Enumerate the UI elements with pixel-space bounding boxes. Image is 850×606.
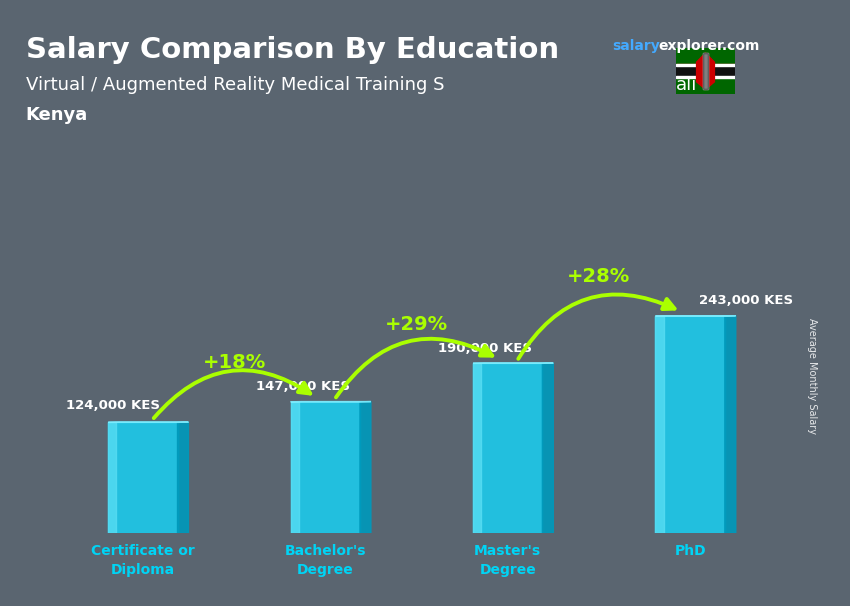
Bar — [676, 64, 735, 66]
Polygon shape — [542, 363, 553, 533]
Bar — [655, 316, 664, 533]
Bar — [655, 316, 725, 533]
Polygon shape — [725, 316, 736, 533]
Text: Kenya: Kenya — [26, 106, 88, 124]
Polygon shape — [697, 53, 714, 90]
Bar — [291, 402, 360, 533]
Text: explorer.com: explorer.com — [659, 39, 760, 53]
Text: 124,000 KES: 124,000 KES — [66, 399, 160, 411]
Text: 243,000 KES: 243,000 KES — [700, 295, 793, 307]
Polygon shape — [360, 402, 371, 533]
Polygon shape — [178, 422, 189, 533]
Bar — [108, 422, 178, 533]
Bar — [676, 64, 735, 79]
Text: +29%: +29% — [385, 315, 448, 334]
Bar — [473, 364, 542, 533]
Text: 190,000 KES: 190,000 KES — [439, 342, 532, 355]
Bar — [108, 422, 116, 533]
Polygon shape — [703, 53, 708, 90]
Text: 147,000 KES: 147,000 KES — [256, 380, 350, 393]
Text: Average Monthly Salary: Average Monthly Salary — [807, 318, 817, 434]
Bar — [676, 48, 735, 64]
Bar — [291, 402, 299, 533]
Text: Salary Comparison By Education: Salary Comparison By Education — [26, 36, 558, 64]
Text: Virtual / Augmented Reality Medical Training S: Virtual / Augmented Reality Medical Trai… — [26, 76, 444, 94]
Polygon shape — [703, 53, 708, 90]
Text: salary: salary — [612, 39, 660, 53]
Text: ali: ali — [676, 76, 697, 94]
Bar — [473, 364, 481, 533]
Text: +18%: +18% — [202, 353, 266, 372]
Text: +28%: +28% — [567, 267, 631, 287]
Bar — [676, 79, 735, 94]
Bar — [676, 66, 735, 76]
Bar — [676, 76, 735, 78]
